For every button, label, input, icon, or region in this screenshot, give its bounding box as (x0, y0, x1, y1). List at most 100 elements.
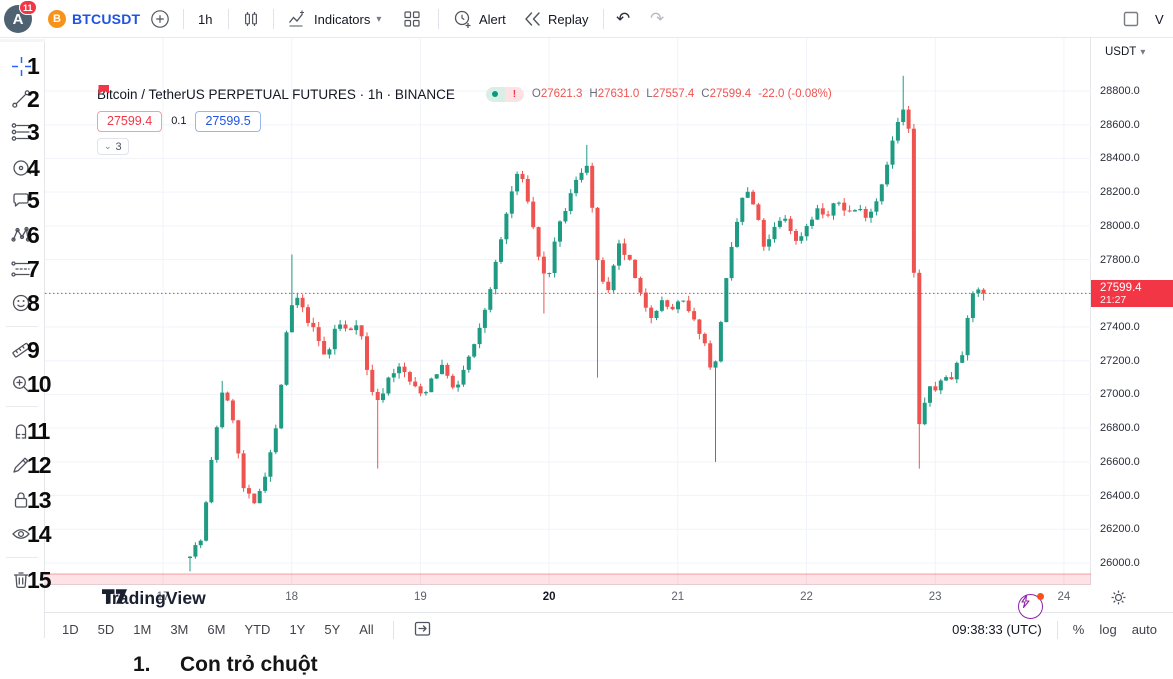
replay-icon (525, 12, 540, 26)
price-tick: 26400.0 (1100, 489, 1140, 502)
chevron-down-icon: ▾ (1140, 46, 1146, 58)
time-tick: 24 (1057, 591, 1071, 603)
range-1y[interactable]: 1Y (289, 622, 306, 637)
range-ytd[interactable]: YTD (244, 622, 271, 637)
tool-magnet[interactable] (8, 418, 34, 444)
go-to-date-icon (414, 621, 430, 636)
time-tick: 21 (671, 591, 685, 603)
annotation-number-13: 13 (27, 487, 52, 513)
buy-button[interactable]: 27599.5 (195, 110, 261, 132)
range-6m[interactable]: 6M (207, 622, 226, 637)
tool-emoji[interactable] (8, 290, 34, 316)
compare-add-button[interactable] (150, 0, 170, 38)
price-tick: 26600.0 (1100, 455, 1140, 468)
change-value: -22.0 (-0.08%) (758, 88, 832, 100)
magnet-icon (15, 424, 27, 439)
annotation-number-10: 10 (27, 371, 52, 397)
grid-layout-icon (404, 11, 420, 27)
clock-timestamp[interactable]: 09:38:33 (UTC) (952, 622, 1042, 637)
go-to-date-button[interactable] (413, 619, 432, 641)
sell-button[interactable]: 27599.4 (97, 110, 163, 132)
undo-icon: ↶ (616, 9, 631, 28)
tool-xabcd-pattern[interactable] (8, 222, 34, 248)
range-5y[interactable]: 5Y (324, 622, 341, 637)
caption: 1. Con trỏ chuột (0, 645, 1173, 679)
range-all[interactable]: All (359, 622, 374, 637)
last-price-value: 27599.4 (1100, 282, 1142, 295)
tool-fib-retracement[interactable] (8, 119, 34, 145)
ohlc-readout: O27621.3 H27631.0 L27557.4 C27599.4 -22.… (531, 88, 832, 100)
alert-button[interactable]: Alert (452, 0, 506, 38)
indicators-label: Indicators (314, 11, 371, 27)
object-tree-collapse-button[interactable]: ⌄ 3 (97, 138, 129, 155)
layout-templates-button[interactable] (402, 0, 422, 38)
cursor-crosshair-icon (11, 56, 31, 76)
tool-trend-line[interactable] (8, 86, 34, 112)
tradingview-logo-icon (102, 589, 127, 604)
quick-actions-button[interactable] (1018, 593, 1044, 619)
indicators-button[interactable]: Indicators ▾ (287, 0, 381, 38)
undo-button[interactable]: ↶ (616, 0, 630, 38)
fullscreen-button[interactable] (1122, 0, 1140, 38)
tool-measure-ruler[interactable] (8, 337, 34, 363)
axis-settings-gear-icon[interactable] (1110, 589, 1130, 609)
symbol-search-button[interactable]: B BTCUSDT (48, 0, 140, 38)
sidebar-separator (6, 326, 38, 327)
price-tick: 26200.0 (1100, 523, 1140, 536)
tool-geometric-shapes[interactable] (8, 155, 34, 181)
symbol-title[interactable]: Bitcoin / TetherUS PERPETUAL FUTURES · 1… (97, 86, 455, 102)
chevron-down-icon[interactable]: ▾ (376, 13, 382, 25)
redo-icon: ↷ (650, 9, 665, 28)
notification-dot (1037, 593, 1044, 600)
chart-area[interactable]: Bitcoin / TetherUS PERPETUAL FUTURES · 1… (45, 38, 1091, 619)
time-axis[interactable]: 17 18 19 20 21 22 23 24 (45, 585, 1091, 612)
text-note-icon (13, 193, 29, 207)
scale-buttons: % log auto (1073, 622, 1157, 637)
tool-text-note[interactable] (8, 187, 34, 213)
scale-%[interactable]: % (1072, 622, 1085, 637)
annotation-number-6: 6 (27, 222, 40, 248)
flag-icon[interactable] (98, 85, 478, 102)
time-tick: 22 (800, 591, 813, 603)
indicators-icon (288, 10, 304, 27)
range-5d[interactable]: 5D (97, 622, 115, 637)
annotation-number-14: 14 (27, 521, 52, 547)
candles-icon (244, 12, 258, 26)
currency-selector[interactable]: USDT ▾ (1105, 46, 1145, 58)
annotation-number-1: 1 (27, 53, 40, 79)
price-tick: 27400.0 (1100, 321, 1140, 333)
time-tick: 19 (413, 591, 427, 603)
range-1m[interactable]: 1M (133, 622, 152, 637)
redo-button[interactable]: ↷ (650, 0, 664, 38)
annotation-number-9: 9 (27, 337, 40, 363)
date-range-buttons: 1D 5D 1M 3M 6M YTD 1Y 5Y All (62, 613, 432, 646)
replay-label: Replay (548, 11, 589, 27)
chart-style-button[interactable] (241, 0, 261, 38)
tool-zoom-in[interactable] (8, 371, 34, 397)
scale-auto[interactable]: auto (1131, 622, 1157, 637)
tool-cursor-crosshair[interactable] (8, 53, 34, 79)
bottom-right-controls: 09:38:33 (UTC) % log auto (952, 613, 1157, 646)
market-status-pill[interactable]: ! (485, 86, 524, 102)
tool-remove-all[interactable] (8, 567, 34, 593)
interval-button[interactable]: 1h (198, 0, 212, 38)
tool-lock-all[interactable] (8, 487, 34, 513)
range-1d[interactable]: 1D (62, 622, 79, 637)
annotation-number-7: 7 (27, 256, 40, 282)
price-axis[interactable]: USDT ▾ 28800.0 28600.0 28400.0 28200.0 28000… (1091, 38, 1173, 585)
geometric-shapes-icon (13, 160, 32, 176)
bitcoin-icon: B (48, 10, 66, 28)
fib-retracement-icon (11, 123, 30, 141)
scale-log[interactable]: log (1099, 622, 1117, 637)
tool-hide-all[interactable] (8, 521, 34, 547)
price-tick: 28000.0 (1100, 219, 1140, 232)
tool-drawing-mode[interactable] (8, 452, 34, 478)
annotation-number-12: 12 (27, 452, 52, 478)
square-icon (1123, 11, 1139, 27)
price-tick: 26800.0 (1100, 422, 1140, 435)
annotation-number-4: 4 (27, 155, 40, 181)
replay-button[interactable]: Replay (522, 0, 588, 38)
range-3m[interactable]: 3M (170, 622, 189, 637)
tool-long-short-position[interactable] (8, 256, 34, 282)
